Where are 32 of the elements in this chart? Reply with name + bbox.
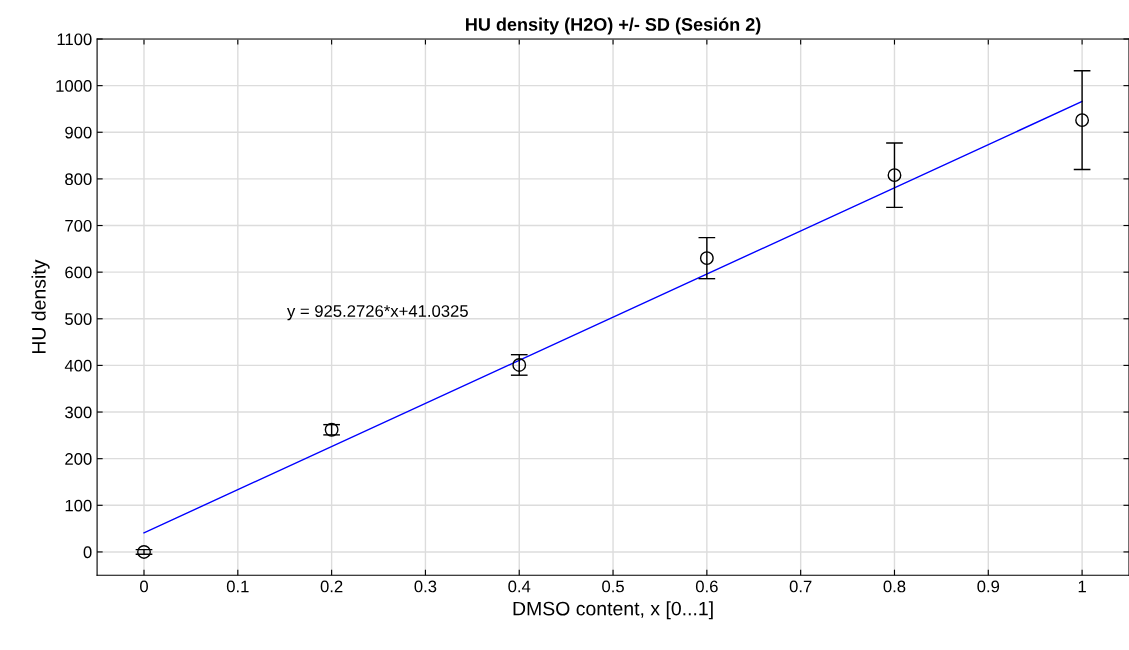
point (699, 251, 714, 266)
x-tick-label: 0.8 (883, 580, 906, 593)
y-tick-label: 0 (83, 546, 92, 559)
x-tick-label: 0.2 (320, 580, 343, 593)
annotation: y = 925.2726*x+41.0325 (287, 305, 468, 321)
x-axis-title: DMSO content, x [0...1] (513, 601, 713, 620)
y-tick-label: 900 (65, 126, 92, 139)
y-tick-label: 500 (65, 313, 92, 325)
y-tick-label: 100 (65, 499, 92, 512)
y-tick-label: 700 (65, 219, 92, 232)
x-tick-label: 1 (1078, 580, 1086, 593)
point (512, 358, 527, 372)
y-tick-label: 800 (65, 173, 92, 186)
y-tick-label: 300 (65, 406, 92, 419)
x-tick-label: 0.5 (602, 580, 624, 593)
y-tick-label: 1000 (56, 80, 92, 92)
y-axis-title: HU density (31, 259, 50, 354)
point (137, 544, 151, 559)
y-tick-label: 400 (64, 359, 92, 372)
x-tick-label: 0.6 (695, 580, 718, 593)
y-tick-label: 600 (65, 266, 92, 279)
point (887, 168, 902, 183)
y-tick-label: 200 (65, 453, 92, 465)
x-tick-label: 0.4 (508, 580, 531, 593)
x-tick-label: 0 (140, 580, 148, 593)
y-tick-label: 1100 (57, 33, 92, 46)
point (1075, 113, 1090, 128)
x-tick-label: 0.1 (226, 580, 249, 593)
x-tick-label: 0.9 (977, 580, 1000, 593)
x-tick-label: 0.7 (789, 580, 812, 593)
chart-title: HU density (H2O) +/- SD (Sesión 2) (466, 17, 761, 35)
x-tick-label: 0.3 (414, 580, 437, 593)
